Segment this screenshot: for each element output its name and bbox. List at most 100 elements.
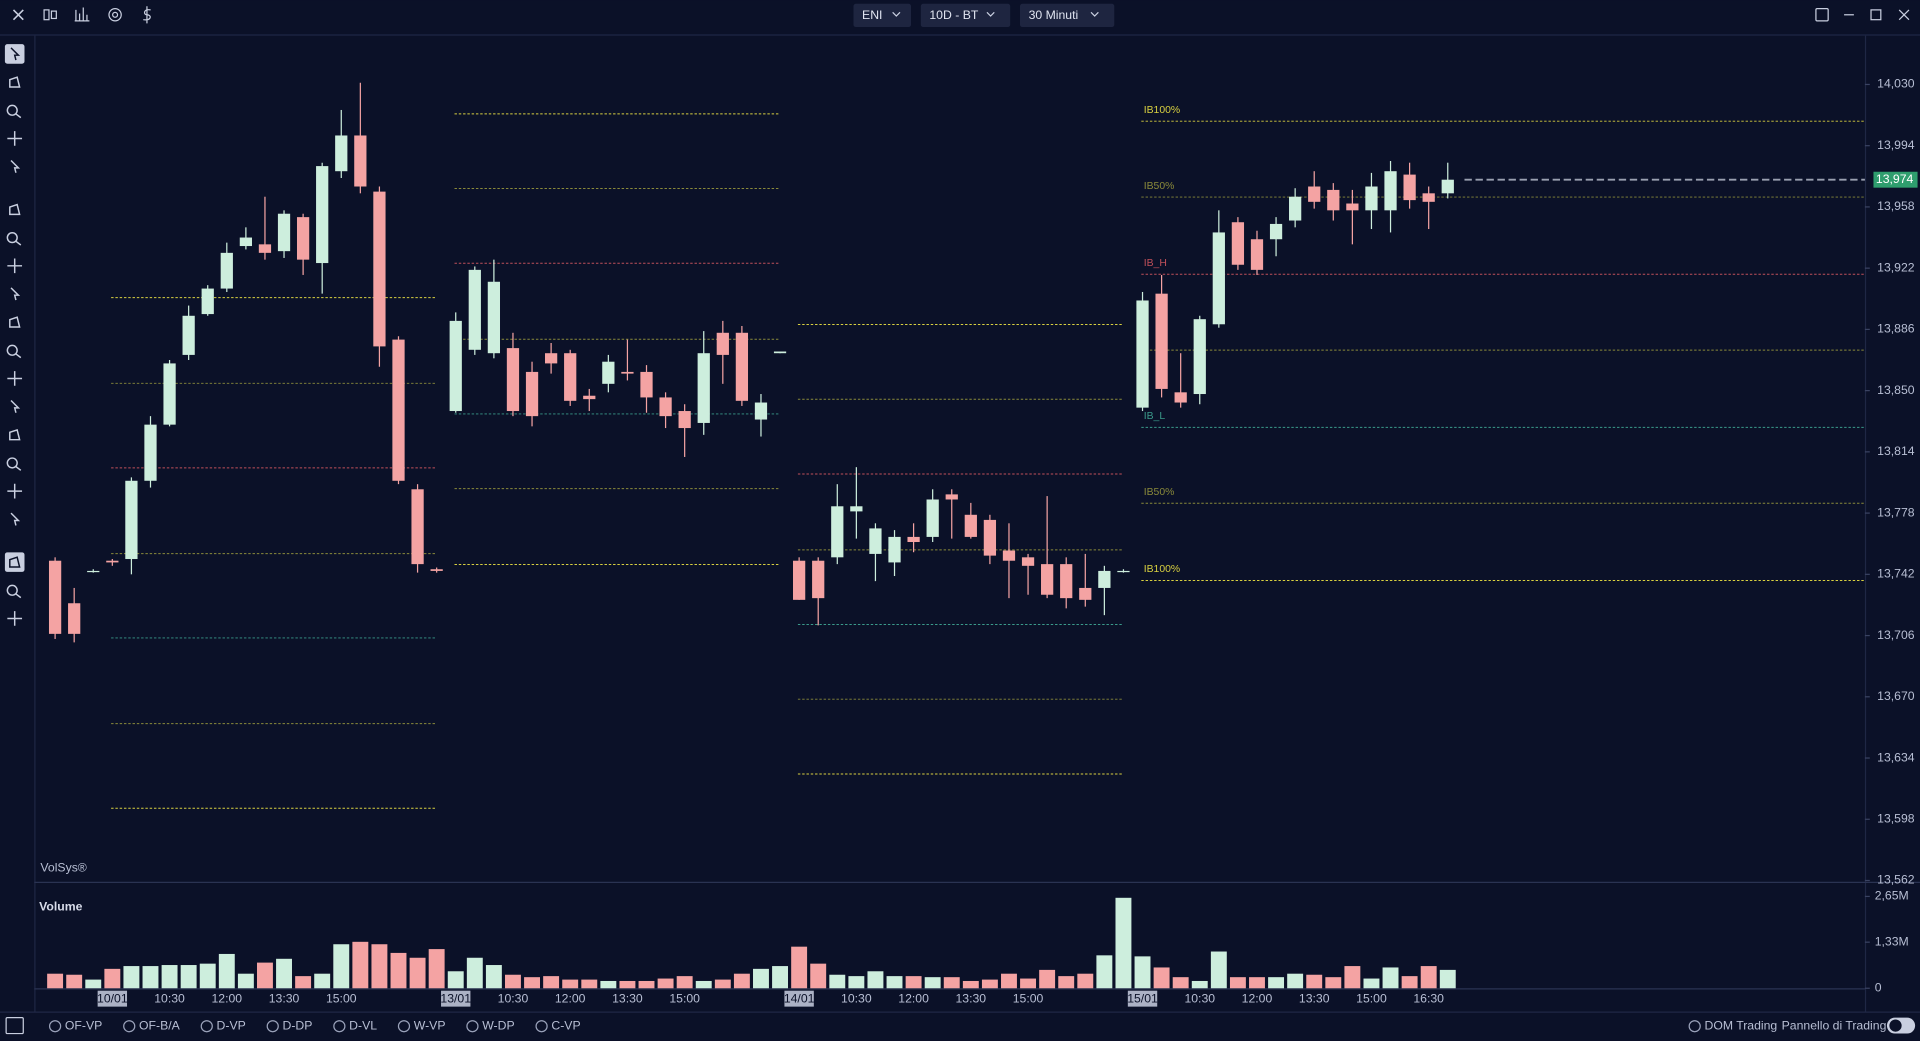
option-label: OF-B/A — [139, 1018, 181, 1032]
tool-icon[interactable] — [10, 512, 21, 526]
volume-bar — [791, 946, 808, 989]
tool-icon[interactable] — [10, 47, 21, 61]
y-tick-label: 13,922 — [1877, 260, 1915, 274]
close-icon[interactable] — [12, 9, 24, 21]
tool-icon[interactable] — [6, 344, 22, 359]
volume-title: Volume — [39, 900, 82, 914]
volume-bar — [848, 976, 865, 989]
radio[interactable] — [1688, 1020, 1701, 1033]
tool-icon[interactable] — [6, 457, 22, 471]
candle-body — [964, 514, 977, 537]
volume-bar — [314, 973, 331, 989]
candle-body — [506, 348, 520, 412]
radio[interactable] — [123, 1020, 136, 1033]
x-tick-label: 16:30 — [1413, 992, 1444, 1006]
candle-body — [125, 480, 138, 560]
x-tick-label: 10/01 — [97, 992, 128, 1006]
volume-bar — [1001, 973, 1017, 989]
layout-icon[interactable] — [1815, 8, 1829, 22]
radio[interactable] — [333, 1020, 346, 1033]
restore-icon[interactable] — [1870, 9, 1882, 21]
volume-bar — [1172, 977, 1189, 989]
settings-icon[interactable] — [108, 8, 122, 22]
volume-bar — [981, 979, 998, 989]
panel-icon[interactable] — [5, 1017, 24, 1035]
tool-icon[interactable] — [7, 483, 23, 499]
radio[interactable] — [466, 1020, 479, 1033]
volume-bar — [1191, 980, 1208, 989]
volume-bar — [466, 957, 483, 989]
candle-body — [1193, 319, 1206, 395]
window-close-icon[interactable] — [1898, 9, 1910, 21]
tool-icon[interactable] — [9, 76, 21, 88]
candle-body — [793, 560, 806, 600]
candle-body — [449, 320, 462, 412]
tool-icon[interactable] — [9, 428, 21, 441]
volume-bar — [409, 957, 426, 989]
volume-bar — [1249, 977, 1265, 989]
candles-icon[interactable] — [43, 9, 50, 21]
candle-body — [296, 217, 310, 260]
volume-bar — [695, 980, 712, 989]
y-tick-label: 13,814 — [1877, 444, 1915, 458]
tool-icon[interactable] — [6, 584, 22, 599]
tool-icon[interactable] — [9, 556, 21, 568]
radio[interactable] — [397, 1020, 411, 1033]
x-tick-label: 15:00 — [669, 992, 700, 1006]
volume-bar — [85, 979, 102, 989]
settings-icon-core — [112, 11, 119, 18]
volume-bar — [276, 958, 292, 989]
tool-icon[interactable] — [10, 159, 21, 173]
tool-icon[interactable] — [10, 399, 21, 413]
tool-icon[interactable] — [7, 371, 23, 386]
volume-bar — [619, 980, 636, 989]
candle-body — [1136, 300, 1149, 408]
y-tick-label: 13,958 — [1877, 199, 1915, 213]
tool-icon[interactable] — [6, 232, 22, 246]
bars-icon[interactable] — [74, 7, 90, 22]
radio[interactable] — [48, 1020, 62, 1033]
dropdown[interactable] — [1020, 3, 1115, 28]
volume-bar — [1287, 973, 1304, 989]
candle-body — [1384, 171, 1397, 211]
y-tick-label: 13,742 — [1877, 567, 1915, 581]
volume-bar — [66, 974, 83, 989]
dropdown[interactable] — [920, 3, 1011, 28]
x-tick-label: 13:30 — [269, 992, 300, 1006]
tool-icon[interactable] — [10, 287, 21, 301]
volume-bar — [1020, 978, 1037, 989]
y-tick-label: 13,994 — [1877, 138, 1915, 152]
option-label: W-DP — [482, 1018, 514, 1032]
volume-bar — [581, 979, 598, 989]
candle-body — [316, 166, 329, 264]
radio[interactable] — [535, 1020, 548, 1033]
candle-body — [697, 353, 710, 423]
dropdown[interactable] — [853, 3, 912, 28]
x-tick-label: 13:30 — [1299, 992, 1330, 1006]
candle-body — [144, 424, 157, 481]
volume-bar — [943, 977, 960, 989]
currency-icon[interactable] — [143, 6, 151, 24]
volume-bar — [772, 966, 789, 989]
candle-body — [163, 363, 176, 425]
tool-icon[interactable] — [7, 258, 23, 274]
radio[interactable] — [200, 1020, 213, 1033]
volume-bar — [886, 976, 903, 989]
radio[interactable] — [266, 1020, 279, 1033]
candle-body — [1441, 179, 1454, 194]
date-box — [784, 990, 814, 1007]
toggle-knob — [1889, 1019, 1902, 1032]
tool-icon[interactable] — [9, 316, 21, 328]
volume-bar — [1401, 976, 1418, 989]
tool-icon[interactable] — [7, 131, 23, 146]
tool-icon[interactable] — [6, 104, 22, 119]
x-tick-label: 10:30 — [1184, 992, 1215, 1006]
tool-icon[interactable] — [9, 203, 21, 216]
tool-icon[interactable] — [7, 611, 23, 626]
volume-bar — [295, 976, 312, 989]
candle-body — [1117, 570, 1130, 573]
y-tick-label: 13,886 — [1877, 322, 1915, 336]
option-label: C-VP — [551, 1018, 580, 1032]
candle-body — [602, 361, 615, 384]
